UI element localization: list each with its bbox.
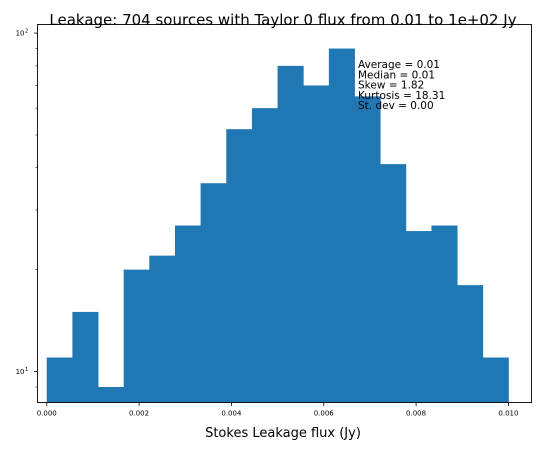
stats-line: Kurtosis = 18.31	[358, 90, 445, 102]
y-tick-label: 10	[16, 368, 25, 376]
x-tick-label: 0.010	[498, 410, 518, 418]
stats-line: Average = 0.01	[358, 59, 440, 71]
x-axis-label: Stokes Leakage flux (Jy)	[205, 426, 361, 441]
histogram-bar	[328, 48, 355, 403]
stats-line: Skew = 1.82	[358, 80, 424, 92]
x-tick-label: 0.002	[129, 410, 149, 418]
histogram-bar	[46, 357, 73, 403]
chart-title: Leakage: 704 sources with Taylor 0 flux …	[49, 11, 516, 29]
histogram-bar	[482, 357, 509, 403]
histogram-bar	[380, 164, 407, 403]
histogram-bar	[72, 311, 99, 403]
histogram-bar	[174, 225, 202, 403]
histogram-bar	[251, 108, 278, 403]
y-tick-exponent: 1	[25, 367, 28, 373]
x-axis-ticks: 0.000 0.002 0.004 0.006 0.008 0.010	[37, 402, 518, 418]
histogram-bars	[46, 48, 509, 403]
histogram-bar	[405, 231, 432, 403]
y-tick-label: 10	[16, 30, 25, 38]
histogram-bar	[457, 285, 484, 403]
x-tick-label: 0.006	[314, 410, 335, 418]
histogram-bar	[98, 387, 125, 403]
histogram-bar	[123, 269, 150, 403]
stats-line: St. dev = 0.00	[358, 100, 434, 112]
plot-frame	[37, 24, 532, 403]
histogram-bar	[303, 85, 330, 403]
histogram-bar	[277, 65, 304, 403]
histogram-bar	[354, 96, 381, 403]
x-tick-label: 0.000	[37, 410, 57, 418]
histogram-bar	[431, 225, 458, 403]
x-tick-label: 0.004	[221, 410, 242, 418]
histogram-bar	[226, 129, 253, 403]
stats-line: Median = 0.01	[358, 69, 435, 81]
histogram-bar	[200, 183, 227, 403]
x-tick-label: 0.008	[406, 410, 426, 418]
histogram-bar	[149, 255, 176, 403]
y-tick-exponent: 2	[25, 29, 28, 35]
